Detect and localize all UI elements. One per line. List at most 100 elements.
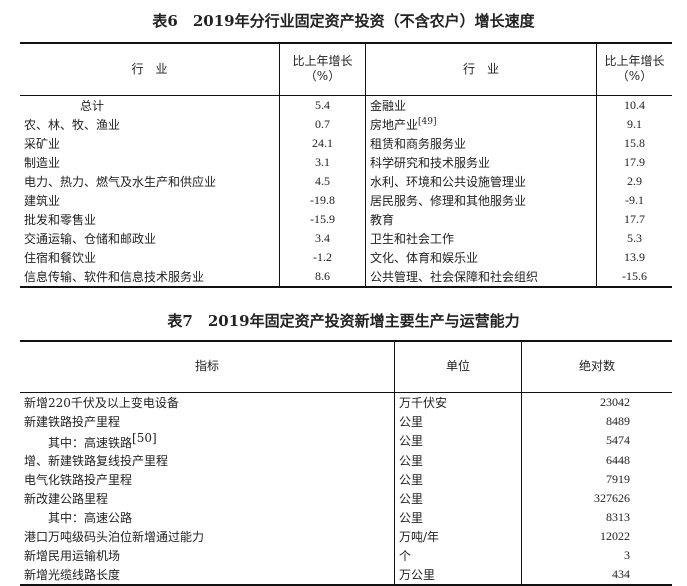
header-growth-left: 比上年增长 （%） [279,43,366,96]
industry-name: 农、林、牧、渔业 [24,117,121,132]
growth-value: 13.9 [596,247,672,267]
industry-name: 信息传输、软件和信息技术服务业 [24,269,205,284]
industry-name: 批发和零售业 [24,212,97,227]
table-row: 制造业 3.1 科学研究和技术服务业 17.9 [20,152,672,172]
header-industry-right: 行 业 [365,43,597,96]
table-row: 其中：高速铁路[50] 公里 5474 [20,430,672,451]
table-row: 农、林、牧、渔业 0.7 房地产业[49] 9.1 [20,114,672,134]
header-unit: 单位 [394,341,522,393]
growth-value: 5.3 [596,228,672,248]
growth-value: -19.8 [279,190,366,210]
industry-name: 水利、环境和公共设施管理业 [365,171,597,191]
growth-value: -15.9 [279,209,366,229]
industry-name: 卫生和社会工作 [365,228,597,248]
industry-name: 文化、体育和娱乐业 [365,247,597,267]
absolute-value: 3 [521,545,672,565]
industry-name: 建筑业 [24,193,61,208]
industry-name: 教育 [365,209,597,229]
table-row: 新增民用运输机场 个 3 [20,545,672,565]
table7-title: 表7 2019年固定资产投资新增主要生产与运营能力 [167,312,520,330]
industry-name: 居民服务、修理和其他服务业 [365,190,597,210]
growth-value: 8.6 [279,266,366,287]
growth-value: 17.9 [596,152,672,172]
indicator-name: 港口万吨级码头泊位新增通过能力 [24,529,205,544]
growth-value: 3.4 [279,228,366,248]
growth-value: 0.7 [279,114,366,134]
industry-name: 制造业 [24,155,61,170]
table-row: 港口万吨级码头泊位新增通过能力 万吨/年 12022 [20,526,672,546]
absolute-value: 5474 [521,430,672,451]
growth-value: 24.1 [279,133,366,153]
table-row: 信息传输、软件和信息技术服务业 8.6 公共管理、社会保障和社会组织 -15.6 [20,266,672,287]
indicator-name: 新增民用运输机场 [24,548,121,563]
growth-value: 9.1 [596,114,672,134]
growth-value: 3.1 [279,152,366,172]
growth-value: 5.4 [279,95,366,115]
industry-name: 电力、热力、燃气及水生产和供应业 [24,174,217,189]
unit: 公里 [394,430,522,451]
absolute-value: 8489 [521,411,672,431]
growth-value: 2.9 [596,171,672,191]
growth-value: -15.6 [596,266,672,287]
table-row: 其中：高速公路 公里 8313 [20,507,672,527]
absolute-value: 23042 [521,392,672,412]
industry-name: 采矿业 [24,136,61,151]
table-row: 新改建公路里程 公里 327626 [20,488,672,508]
indicator-name: 新增光缆线路长度 [24,567,121,582]
growth-value: -9.1 [596,190,672,210]
indicator-name: 新改建公路里程 [24,491,109,506]
unit: 万吨/年 [394,526,522,546]
unit: 公里 [394,469,522,489]
indicator-name: 其中：高速铁路[50] [48,430,157,450]
footnote-ref[interactable]: [49] [418,116,437,127]
table-row: 新增光缆线路长度 万公里 434 [20,564,672,585]
table-row: 采矿业 24.1 租赁和商务服务业 15.8 [20,133,672,153]
table-row: 总计 5.4 金融业 10.4 [20,95,672,115]
unit: 个 [394,545,522,565]
growth-value: 10.4 [596,95,672,115]
industry-name: 住宿和餐饮业 [24,250,97,265]
unit: 公里 [394,488,522,508]
growth-value: 17.7 [596,209,672,229]
header-absolute: 绝对数 [521,341,672,393]
table-row: 住宿和餐饮业 -1.2 文化、体育和娱乐业 13.9 [20,247,672,267]
table-row: 电气化铁路投产里程 公里 7919 [20,469,672,489]
indicator-name: 其中：高速公路 [48,510,133,525]
growth-value: 15.8 [596,133,672,153]
table7: 指标 单位 绝对数 新增220千伏及以上变电设备 万千伏安 23042 新建铁路投产里… [20,340,672,586]
indicator-name: 新建铁路投产里程 [24,414,121,429]
table-row: 增、新建铁路复线投产里程 公里 6448 [20,450,672,470]
industry-name: 租赁和商务服务业 [365,133,597,153]
table-row: 批发和零售业 -15.9 教育 17.7 [20,209,672,229]
table6-title: 表6 2019年分行业固定资产投资（不含农户）增长速度 [152,12,535,30]
industry-name: 房地产业[49] [365,114,597,134]
unit: 公里 [394,450,522,470]
table-row: 新增220千伏及以上变电设备 万千伏安 23042 [20,392,672,412]
table-row: 电力、热力、燃气及水生产和供应业 4.5 水利、环境和公共设施管理业 2.9 [20,171,672,191]
indicator-name: 新增220千伏及以上变电设备 [24,395,179,410]
unit: 万千伏安 [394,392,522,412]
absolute-value: 12022 [521,526,672,546]
absolute-value: 6448 [521,450,672,470]
unit: 公里 [394,507,522,527]
industry-name: 总计 [80,98,105,113]
industry-name: 公共管理、社会保障和社会组织 [365,266,597,287]
indicator-name: 增、新建铁路复线投产里程 [24,453,169,468]
growth-value: 4.5 [279,171,366,191]
unit: 万公里 [394,564,522,585]
header-growth-right: 比上年增长 （%） [596,43,672,96]
absolute-value: 327626 [521,488,672,508]
absolute-value: 7919 [521,469,672,489]
indicator-name: 电气化铁路投产里程 [24,472,133,487]
absolute-value: 434 [521,564,672,585]
footnote-ref[interactable]: [50] [132,430,157,445]
industry-name: 科学研究和技术服务业 [365,152,597,172]
industry-name: 交通运输、仓储和邮政业 [24,231,157,246]
table-row: 新建铁路投产里程 公里 8489 [20,411,672,431]
industry-name: 金融业 [365,95,597,115]
growth-value: -1.2 [279,247,366,267]
table6: 行 业 比上年增长 （%） 行 业 比上年增长 （%） 总计 5.4 金融业 10.4 农、… [20,42,672,288]
header-industry-left: 行 业 [20,43,280,96]
absolute-value: 8313 [521,507,672,527]
unit: 公里 [394,411,522,431]
